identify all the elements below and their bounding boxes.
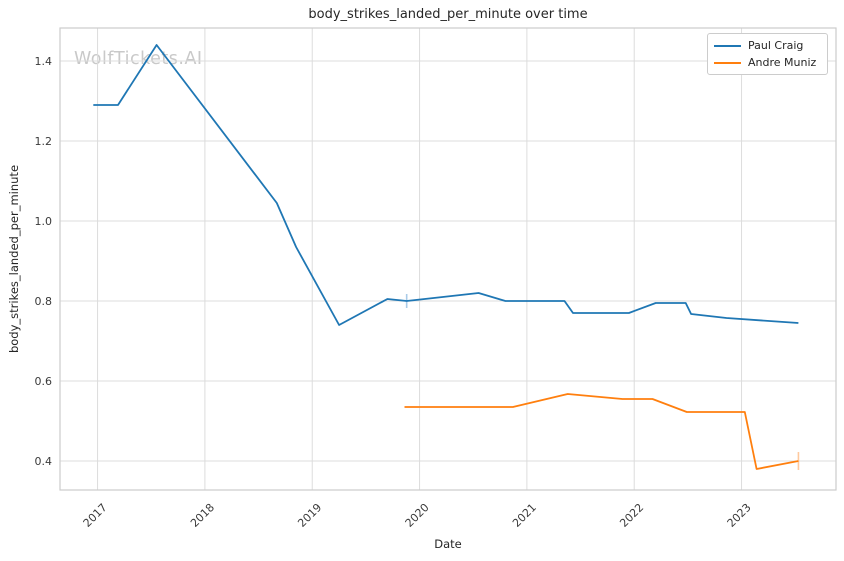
legend: Paul Craig Andre Muniz bbox=[707, 33, 828, 75]
y-tick-label-0.6: 0.6 bbox=[35, 375, 53, 388]
x-tick-label-2019: 2019 bbox=[295, 501, 324, 530]
legend-label: Andre Muniz bbox=[748, 56, 817, 69]
series-line-paul-craig bbox=[93, 44, 799, 326]
x-axis-label: Date bbox=[434, 537, 462, 551]
x-tick-label-2022: 2022 bbox=[617, 501, 646, 530]
y-tick-label-1.4: 1.4 bbox=[35, 55, 53, 68]
chart-title: body_strikes_landed_per_minute over time bbox=[308, 7, 588, 22]
y-tick-label-1.2: 1.2 bbox=[35, 135, 53, 148]
x-tick-label-2018: 2018 bbox=[188, 501, 217, 530]
x-tick-label-2023: 2023 bbox=[725, 501, 754, 530]
legend-line-sample-paul-craig bbox=[714, 44, 741, 47]
legend-line-sample-andre-muniz bbox=[714, 61, 741, 64]
plot-border bbox=[59, 27, 837, 491]
y-tick-label-0.4: 0.4 bbox=[35, 455, 53, 468]
legend-item-andre-muniz: Andre Muniz bbox=[714, 56, 819, 69]
legend-label: Paul Craig bbox=[748, 39, 804, 52]
x-tick-label-2021: 2021 bbox=[510, 501, 539, 530]
x-tick-label-2017: 2017 bbox=[81, 501, 110, 530]
series-line-andre-muniz bbox=[404, 393, 799, 470]
y-tick-label-1.0: 1.0 bbox=[35, 215, 53, 228]
y-tick-label-0.8: 0.8 bbox=[35, 295, 53, 308]
legend-item-paul-craig: Paul Craig bbox=[714, 39, 819, 52]
x-tick-label-2020: 2020 bbox=[403, 501, 432, 530]
